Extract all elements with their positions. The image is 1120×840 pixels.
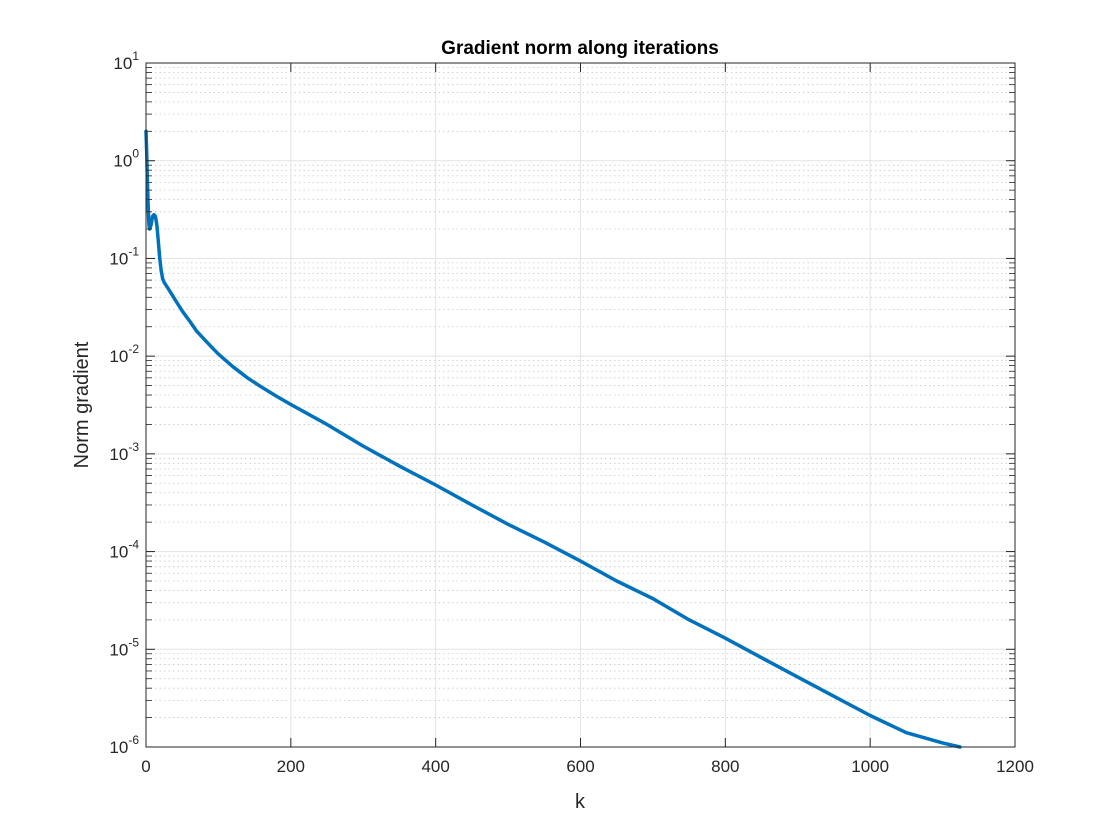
y-axis-label: Norm gradient	[71, 341, 93, 468]
y-tick-base: 10	[109, 640, 128, 659]
y-tick-exponent: -3	[128, 440, 139, 454]
y-tick-label: 10-5	[109, 635, 139, 659]
series-layer	[144, 129, 962, 749]
y-tick-exponent: -5	[128, 635, 139, 649]
x-tick-label: 1200	[996, 757, 1034, 776]
y-tick-label: 101	[113, 49, 139, 73]
x-tick-label: 1000	[851, 757, 889, 776]
x-tick-label: 0	[141, 757, 150, 776]
y-tick-base: 10	[109, 347, 128, 366]
y-tick-exponent: -4	[128, 538, 139, 552]
x-tick-label: 800	[711, 757, 739, 776]
chart-title: Gradient norm along iterations	[441, 38, 719, 59]
y-tick-label: 10-6	[109, 733, 139, 757]
y-tick-label: 10-4	[109, 538, 139, 562]
y-tick-exponent: -2	[128, 342, 139, 356]
x-axis-ticks: 0 200 400 600 800 1000 1200	[141, 63, 1034, 776]
x-tick-label: 600	[566, 757, 594, 776]
x-tick-label: 400	[421, 757, 449, 776]
y-tick-base: 10	[109, 445, 128, 464]
y-tick-base: 10	[109, 249, 128, 268]
y-tick-label: 10-2	[109, 342, 139, 366]
y-tick-base: 10	[113, 152, 132, 171]
y-tick-label: 10-3	[109, 440, 139, 464]
y-tick-label: 10-1	[109, 244, 139, 268]
x-tick-label: 200	[277, 757, 305, 776]
y-tick-base: 10	[113, 54, 132, 73]
y-tick-exponent: 1	[132, 49, 139, 63]
y-tick-exponent: -6	[128, 733, 139, 747]
y-tick-base: 10	[109, 543, 128, 562]
y-tick-base: 10	[109, 738, 128, 757]
y-tick-exponent: 0	[132, 147, 139, 161]
y-tick-exponent: -1	[128, 244, 139, 258]
x-axis-label: k	[575, 791, 586, 813]
y-tick-label: 100	[113, 147, 139, 171]
series-line	[144, 129, 962, 749]
